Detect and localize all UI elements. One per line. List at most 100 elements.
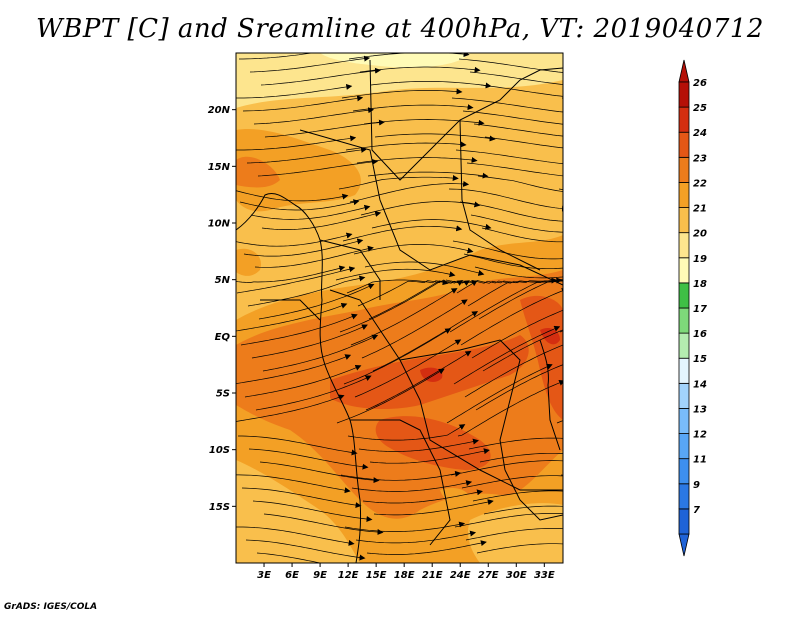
streamline — [472, 490, 563, 502]
streamline — [369, 448, 490, 464]
streamline — [264, 119, 385, 138]
streamline — [251, 324, 368, 359]
streamline — [263, 513, 384, 536]
colorbar-swatch — [678, 182, 690, 208]
streamline — [250, 204, 371, 220]
lon-tick: 12E — [338, 563, 359, 581]
streamline — [366, 540, 487, 555]
streamline — [260, 67, 381, 86]
lat-tick-label: EQ — [215, 332, 231, 343]
lat-tick: 10S — [209, 445, 236, 456]
lat-tick-label: 15N — [208, 162, 231, 173]
colorbar-label: 21 — [693, 204, 707, 215]
streamline — [355, 530, 477, 544]
streamline — [354, 339, 462, 398]
colorbar-label: 16 — [693, 329, 707, 340]
lon-tick-label: 27E — [478, 570, 499, 581]
streamline — [257, 158, 379, 177]
streamline — [466, 162, 563, 177]
lon-tick-label: 18E — [394, 570, 415, 581]
colorbar-swatch — [678, 332, 690, 359]
colorbar-swatch — [678, 357, 690, 384]
streamline — [244, 365, 362, 398]
streamline — [483, 505, 563, 515]
streamline — [590, 462, 709, 479]
lon-tick-label: 21E — [422, 570, 443, 581]
lon-tick: 9E — [313, 563, 327, 581]
streamline — [364, 261, 485, 276]
streamline — [555, 278, 563, 281]
colorbar-label: 14 — [693, 379, 707, 390]
streamline — [258, 283, 375, 320]
streamline — [455, 149, 563, 165]
lon-tick: 30E — [506, 563, 527, 581]
colorbar-swatch — [678, 408, 690, 434]
colorbar-label: 23 — [693, 153, 707, 164]
streamline — [350, 288, 458, 346]
streamline — [372, 311, 479, 372]
streamline — [252, 500, 373, 522]
streamline — [454, 513, 563, 528]
streamline — [373, 499, 494, 516]
streamline — [573, 107, 693, 114]
streamline — [236, 190, 349, 202]
streamline — [256, 552, 322, 563]
lon-tick-label: 30E — [506, 570, 527, 581]
colorbar-label: 25 — [693, 103, 707, 114]
lat-tick: 20N — [208, 105, 236, 116]
streamline — [453, 325, 561, 385]
streamline — [572, 488, 691, 507]
streamline — [239, 199, 360, 211]
streamline — [342, 225, 463, 242]
streamline — [249, 55, 371, 73]
streamline — [565, 527, 684, 545]
streamline — [243, 238, 364, 257]
streamline — [344, 521, 466, 532]
colorbar-label: 13 — [693, 404, 707, 415]
colorbar-swatch — [678, 307, 690, 334]
colorbar-label: 26 — [693, 78, 707, 89]
streamline — [261, 211, 382, 230]
wbpt-field — [236, 53, 563, 563]
streamline — [574, 231, 692, 254]
lon-tick-label: 15E — [366, 570, 387, 581]
lon-tick-label: 12E — [338, 570, 359, 581]
streamline — [480, 84, 563, 97]
streamline — [247, 275, 366, 307]
streamline — [351, 480, 473, 492]
streamline — [336, 368, 445, 424]
colorbar-swatch — [678, 433, 690, 460]
colorbar-swatch — [678, 483, 690, 510]
streamline — [481, 227, 563, 243]
streamline — [245, 539, 366, 561]
lon-tick: 18E — [394, 563, 415, 581]
streamline — [470, 214, 563, 233]
streamline — [343, 328, 452, 385]
streamline — [468, 437, 563, 450]
lon-tick: 6E — [285, 563, 299, 581]
lat-tick-label: 10N — [208, 219, 231, 230]
colorbar-swatch — [678, 508, 690, 535]
streamline — [560, 474, 563, 476]
map-title: WBPT [C] and Sreamline at 400hPa, VT: 20… — [36, 14, 764, 44]
streamline — [461, 475, 563, 489]
latitude-axis: 20N 15N 10N 5N EQ 5S 10S 15S — [208, 105, 236, 513]
streamline — [236, 266, 356, 294]
streamline — [236, 302, 348, 332]
streamline — [449, 277, 558, 333]
lat-tick-label: 15S — [209, 502, 230, 513]
lon-tick-label: 33E — [534, 570, 555, 581]
streamline — [236, 354, 352, 384]
streamline — [259, 461, 380, 484]
lat-tick-label: 20N — [208, 105, 231, 116]
streamline — [236, 265, 346, 283]
streamline — [567, 266, 684, 293]
lat-tick: EQ — [215, 332, 236, 343]
streamline — [236, 83, 353, 99]
colorbar-label: 20 — [693, 229, 707, 240]
lon-tick: 21E — [422, 563, 443, 581]
streamline — [474, 266, 563, 279]
streamline — [458, 58, 563, 73]
lat-tick-label: 5S — [216, 389, 230, 400]
streamline — [562, 240, 563, 241]
